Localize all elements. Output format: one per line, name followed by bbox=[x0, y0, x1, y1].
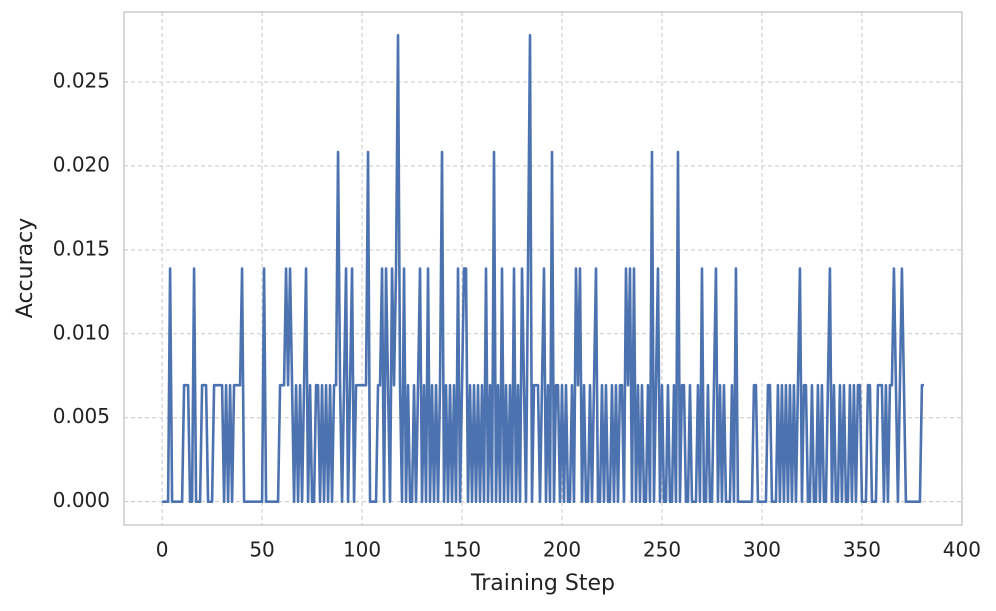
x-tick-label: 250 bbox=[643, 538, 681, 562]
x-tick-label: 400 bbox=[943, 538, 981, 562]
x-axis-label: Training Step bbox=[470, 571, 615, 596]
y-tick-label: 0.015 bbox=[53, 236, 110, 260]
y-tick-label: 0.020 bbox=[53, 152, 110, 176]
x-tick-label: 50 bbox=[249, 538, 274, 562]
y-tick-label: 0.025 bbox=[53, 69, 110, 93]
y-tick-label: 0.000 bbox=[53, 488, 110, 512]
x-tick-label: 0 bbox=[156, 538, 169, 562]
data-line bbox=[162, 34, 924, 503]
y-tick-label: 0.005 bbox=[53, 404, 110, 428]
x-tick-label: 350 bbox=[843, 538, 881, 562]
x-tick-label: 300 bbox=[743, 538, 781, 562]
x-tick-label: 150 bbox=[443, 538, 481, 562]
x-tick-label: 100 bbox=[343, 538, 381, 562]
x-tick-label: 200 bbox=[543, 538, 581, 562]
y-tick-label: 0.010 bbox=[53, 320, 110, 344]
y-axis-label: Accuracy bbox=[13, 218, 38, 318]
